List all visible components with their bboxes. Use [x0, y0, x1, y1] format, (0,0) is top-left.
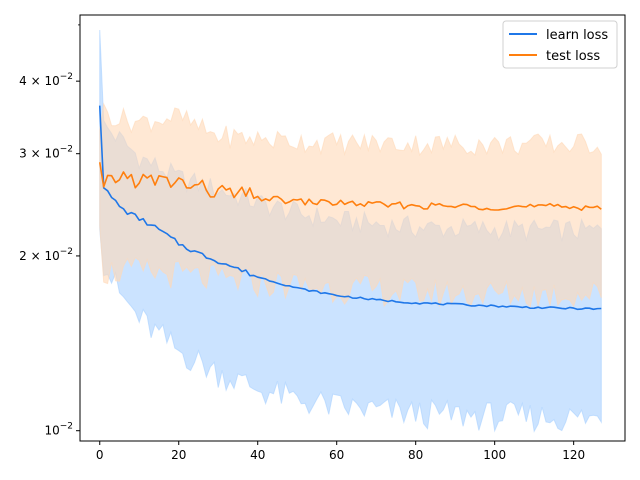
y-tick-label: 2 × 10−2 [19, 247, 73, 263]
x-tick-label: 100 [483, 448, 506, 462]
x-axis-ticks: 0 20 40 60 80 100 120 [96, 441, 585, 462]
x-tick-label: 120 [562, 448, 585, 462]
x-tick-label: 60 [329, 448, 344, 462]
band-test-loss [99, 102, 602, 308]
line-test-loss [98, 162, 602, 211]
y-tick-label: 10−2 [44, 422, 73, 438]
line-learn-loss [98, 105, 602, 311]
x-tick-label: 40 [250, 448, 265, 462]
confidence-bands [99, 29, 602, 433]
y-tick-label: 4 × 10−2 [19, 72, 73, 88]
x-tick-label: 20 [171, 448, 186, 462]
legend-label: test loss [546, 49, 600, 64]
legend-label: learn loss [546, 28, 608, 43]
y-axis-ticks: 10−2 2 × 10−2 3 × 10−2 4 × 10−2 [19, 24, 80, 438]
legend: learn loss test loss [502, 20, 618, 69]
series-lines [98, 105, 602, 311]
y-tick-label: 3 × 10−2 [19, 145, 73, 161]
axes-frame [79, 14, 626, 442]
x-tick-label: 0 [96, 448, 104, 462]
legend-box [502, 20, 618, 69]
x-tick-label: 80 [408, 448, 423, 462]
